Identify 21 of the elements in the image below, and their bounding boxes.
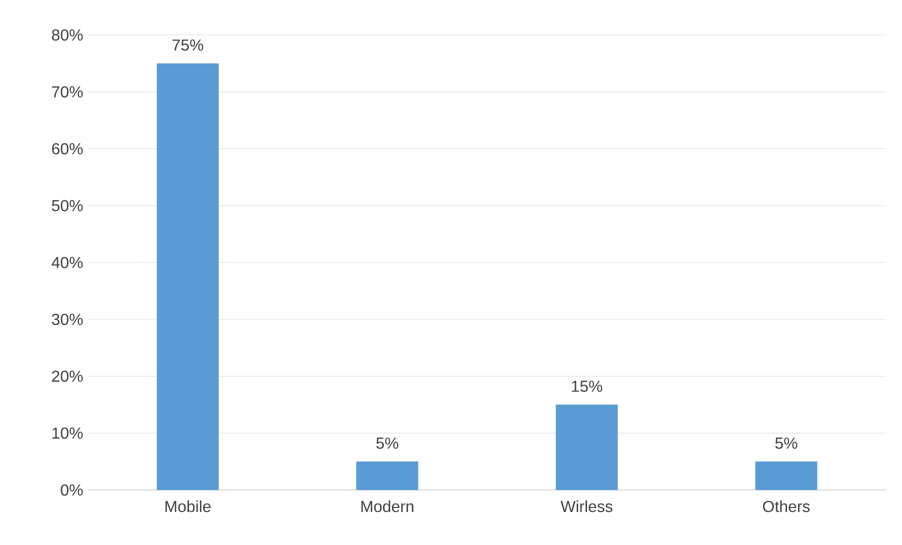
x-tick-label: Mobile (166, 500, 211, 512)
data-label: 5% (376, 438, 398, 449)
y-tick-label: 10% (52, 427, 83, 439)
data-label: 15% (572, 380, 602, 392)
bar (356, 462, 418, 490)
y-tick-label: 50% (52, 200, 83, 212)
data-label: 75% (172, 39, 204, 51)
y-tick-label: 70% (52, 86, 83, 98)
y-tick-label: 20% (52, 370, 83, 382)
y-tick-label: 30% (52, 314, 83, 326)
data-label: 5% (775, 438, 798, 449)
bar (556, 404, 618, 490)
x-tick-label: Others (763, 500, 810, 512)
x-tick-label: Modern (361, 500, 414, 512)
y-tick-label: 60% (52, 143, 83, 154)
bar (156, 63, 219, 490)
y-tick-label: 0% (60, 484, 83, 496)
y-tick-label: 40% (52, 256, 83, 268)
x-tick-label: Wirless (560, 500, 612, 512)
bar (755, 462, 818, 490)
y-tick-label: 80% (52, 29, 83, 41)
